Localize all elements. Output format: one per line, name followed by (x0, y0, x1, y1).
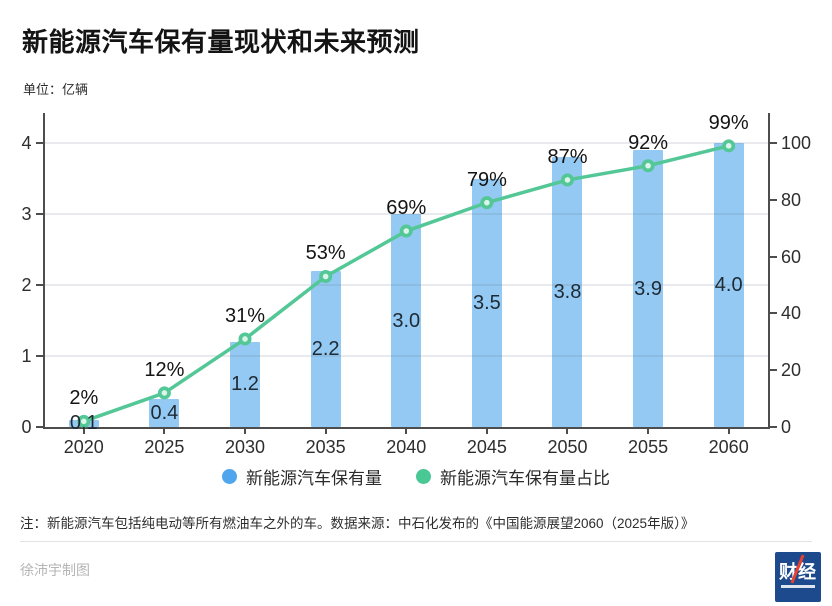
right-axis-tick-label: 60 (781, 246, 802, 267)
bar-value-label: 3.8 (553, 281, 582, 304)
left-axis-tick (35, 284, 43, 286)
grid-line (43, 284, 769, 286)
x-axis-tick-label: 2050 (547, 437, 588, 457)
legend-dot-blue-icon (222, 469, 237, 484)
share-percent-label: 31% (225, 304, 266, 327)
grid-line (43, 142, 769, 144)
right-axis-tick (770, 255, 777, 258)
right-axis-tick-label: 80 (781, 189, 802, 210)
bar-value-label: 0.1 (69, 412, 98, 435)
bar (713, 143, 744, 427)
x-axis-tick-label: 2045 (466, 437, 507, 457)
bar (552, 157, 583, 427)
left-axis-tick-label: 2 (21, 275, 32, 295)
share-percent-label: 69% (386, 197, 427, 220)
x-axis-tick (566, 429, 569, 434)
line-marker-center (403, 228, 410, 234)
share-percent-label: 12% (144, 358, 185, 381)
right-axis-tick-label: 0 (781, 417, 792, 437)
x-axis-tick-label: 2020 (63, 437, 104, 457)
left-axis-tick-label: 1 (21, 346, 32, 366)
right-axis-line (768, 113, 770, 429)
x-axis-tick (727, 429, 730, 434)
share-percent-label: 79% (466, 168, 507, 191)
right-axis-tick (770, 312, 777, 315)
right-axis-tick (770, 198, 777, 201)
line-marker-center (322, 273, 329, 280)
grid-line (43, 355, 769, 357)
bar (310, 270, 341, 427)
bar-value-label: 3.0 (392, 309, 421, 332)
x-axis-tick (163, 429, 166, 434)
credit: 徐沛宇制图 (20, 562, 90, 578)
left-axis-tick (35, 426, 43, 428)
x-axis-tick-label: 2035 (305, 437, 346, 457)
share-percent-label: 87% (547, 145, 588, 168)
line-marker-center (484, 199, 490, 206)
x-axis-tick-label: 2060 (708, 437, 749, 457)
legend-item-holdings: 新能源汽车保有量 (222, 464, 382, 489)
unit-label: 单位：亿辆 (23, 82, 89, 97)
right-axis-tick-label: 40 (781, 303, 802, 324)
x-axis-tick (324, 429, 327, 434)
line-marker-center (81, 418, 87, 425)
caijing-logo: 财经 (775, 552, 821, 602)
right-axis-tick (770, 426, 777, 428)
chart-title: 新能源汽车保有量现状和未来预测 (22, 27, 420, 57)
share-percent-label: 53% (305, 242, 346, 265)
line-marker-center (725, 143, 732, 149)
bar-value-label: 3.9 (634, 277, 662, 300)
line-marker-center (645, 162, 651, 169)
left-axis-tick-label: 4 (21, 133, 32, 153)
bar-value-label: 2.2 (311, 337, 340, 360)
bar (633, 150, 664, 427)
left-axis-tick-label: 0 (21, 417, 32, 437)
bar-value-label: 1.2 (231, 373, 259, 396)
left-axis-tick (35, 142, 43, 144)
bar-value-label: 4.0 (714, 274, 743, 296)
divider (20, 541, 812, 542)
bar-value-label: 3.5 (472, 291, 501, 314)
x-axis-tick (485, 429, 488, 434)
bar (149, 398, 180, 427)
bar (391, 214, 422, 427)
x-axis-tick (405, 429, 408, 434)
x-axis-tick (244, 429, 247, 434)
grid-line (43, 213, 769, 215)
bar (471, 178, 502, 427)
share-percent-label: 2% (69, 387, 99, 410)
bar-value-label: 0.4 (150, 401, 179, 424)
legend-item-share: 新能源汽车保有量占比 (416, 464, 610, 489)
right-axis-tick (770, 369, 777, 372)
left-axis-tick (35, 213, 43, 215)
line-marker-center (242, 336, 248, 342)
legend-label-share: 新能源汽车保有量占比 (440, 469, 610, 488)
left-axis-tick (35, 355, 43, 357)
footnote: 注：新能源汽车包括纯电动等所有燃油车之外的车。数据来源：中石化发布的《中国能源展… (20, 516, 695, 531)
left-axis-line (42, 113, 45, 429)
right-axis-tick-label: 100 (781, 133, 812, 153)
legend: 新能源汽车保有量 新能源汽车保有量占比 (0, 464, 832, 489)
x-axis-tick (82, 429, 85, 434)
logo-tagline-bar (781, 585, 815, 588)
right-axis-tick (770, 142, 777, 144)
left-axis-tick-label: 3 (21, 204, 32, 224)
x-axis-tick-label: 2030 (224, 437, 266, 457)
x-axis-tick-label: 2025 (144, 437, 185, 457)
legend-label-holdings: 新能源汽车保有量 (246, 469, 382, 488)
x-axis-tick-label: 2055 (628, 437, 669, 457)
x-axis-tick (647, 429, 650, 434)
bottom-axis-line (42, 427, 770, 429)
share-percent-label: 92% (628, 131, 669, 154)
line-marker-center (161, 390, 168, 396)
share-percent-label: 99% (708, 111, 749, 134)
legend-dot-green-icon (416, 469, 431, 484)
bar (230, 341, 261, 427)
right-axis-tick-label: 20 (781, 360, 802, 381)
x-axis-tick-label: 2040 (386, 437, 427, 457)
line-marker-center (564, 177, 571, 183)
